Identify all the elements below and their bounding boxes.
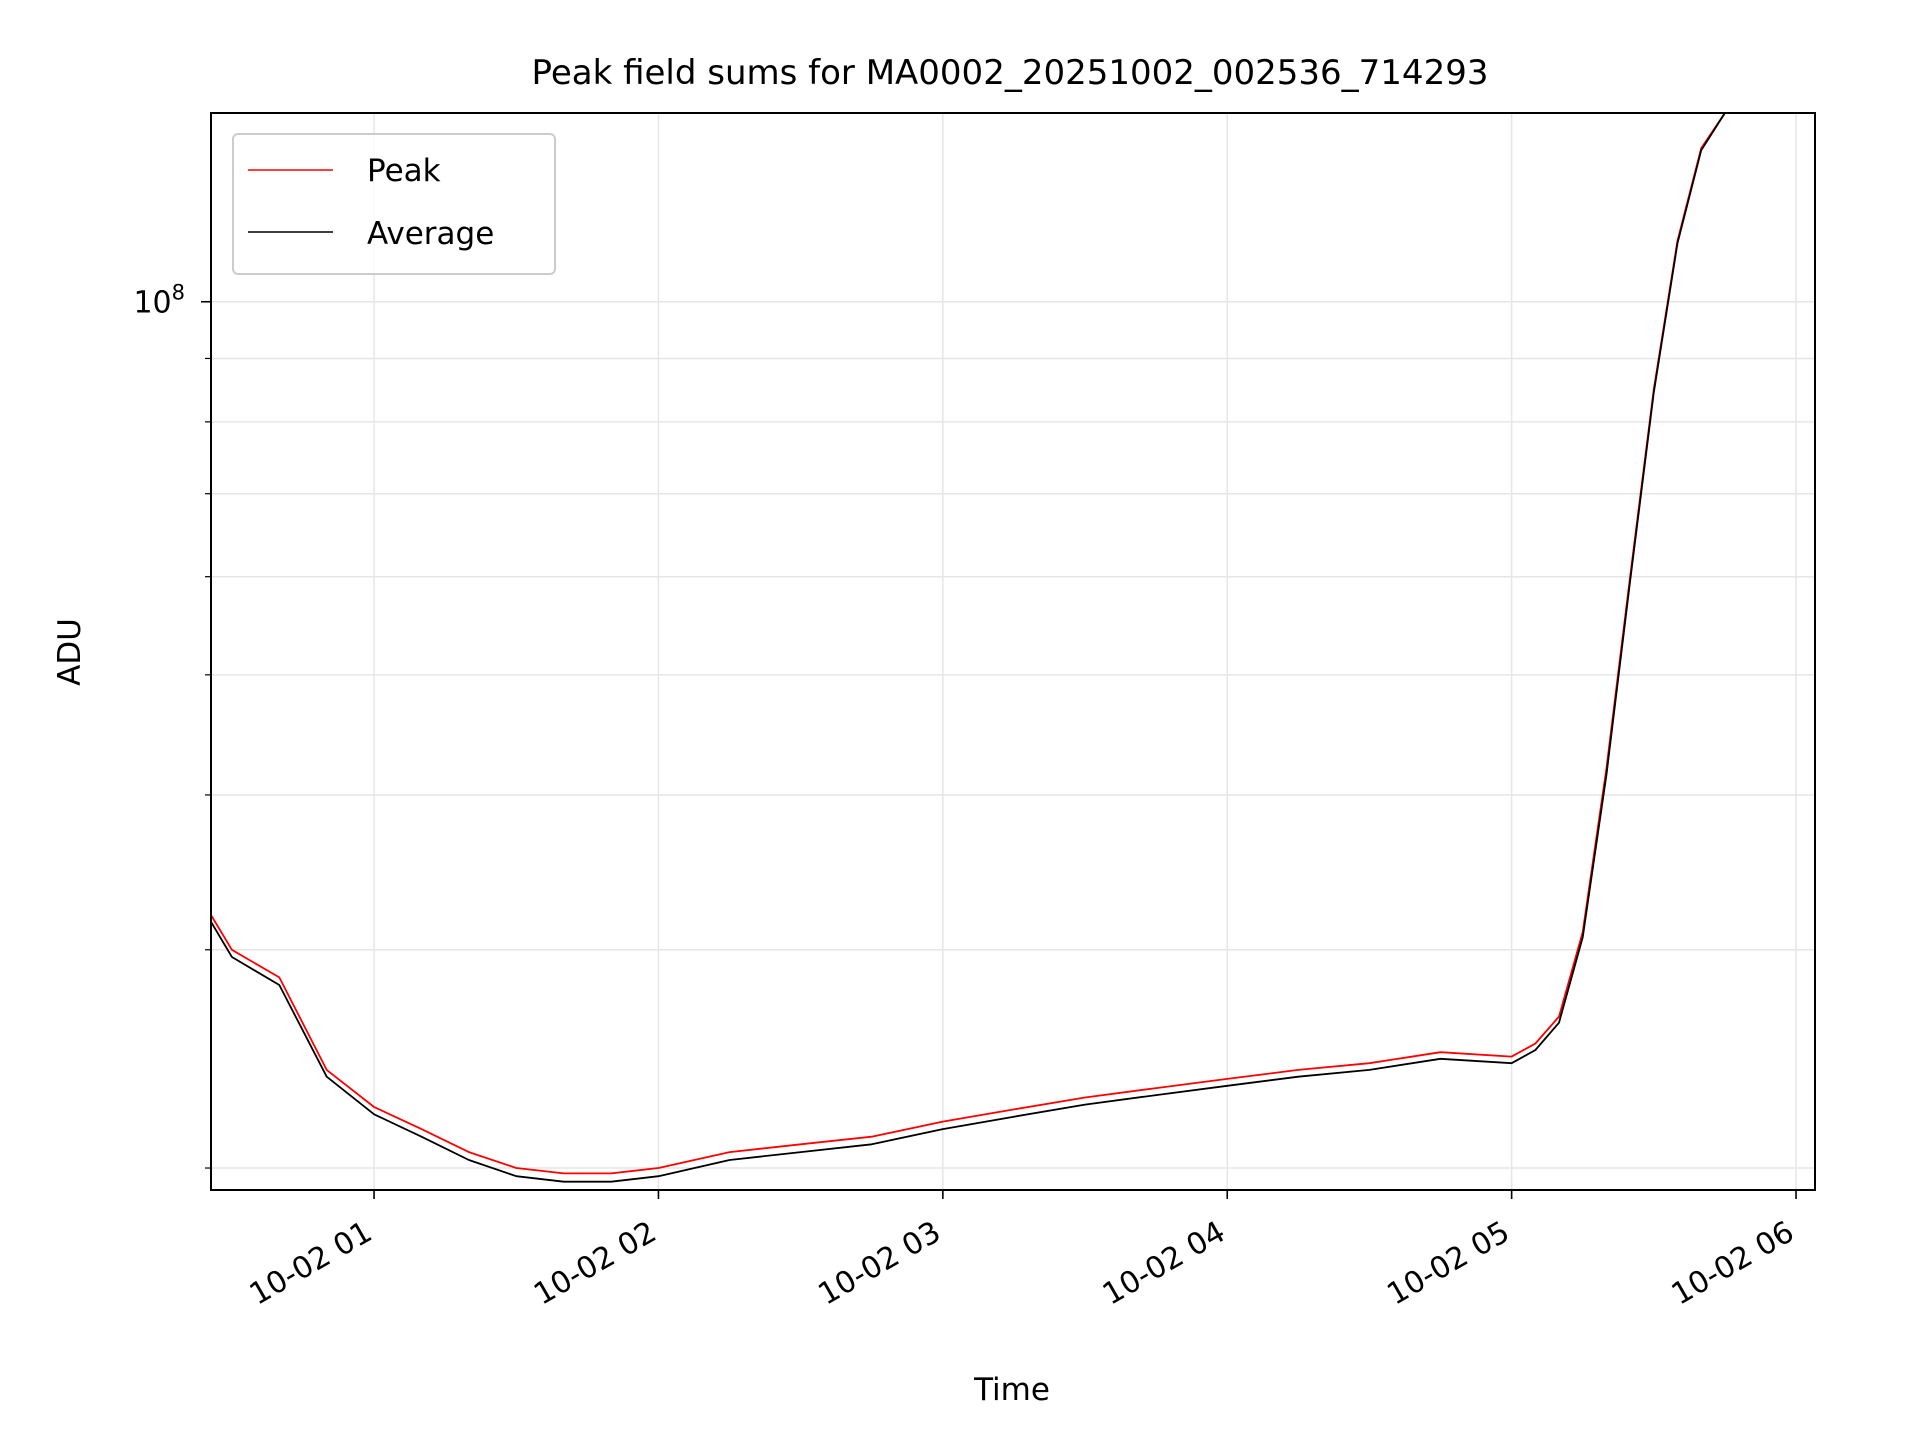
legend: Peak Average (232, 133, 556, 275)
plot-frame (210, 112, 1816, 1191)
series-layer (210, 112, 1726, 1183)
legend-box (232, 133, 556, 275)
y-axis-label: ADU (52, 618, 88, 686)
x-axis-label: Time (973, 1372, 1050, 1408)
series-line-average (210, 112, 1726, 1183)
grid (211, 113, 1815, 1190)
chart-title: Peak field sums for MA0002_20251002_0025… (532, 53, 1489, 93)
legend-label-peak: Peak (367, 153, 441, 189)
y-tick-label: 108 (133, 281, 185, 321)
legend-label-average: Average (367, 216, 494, 252)
